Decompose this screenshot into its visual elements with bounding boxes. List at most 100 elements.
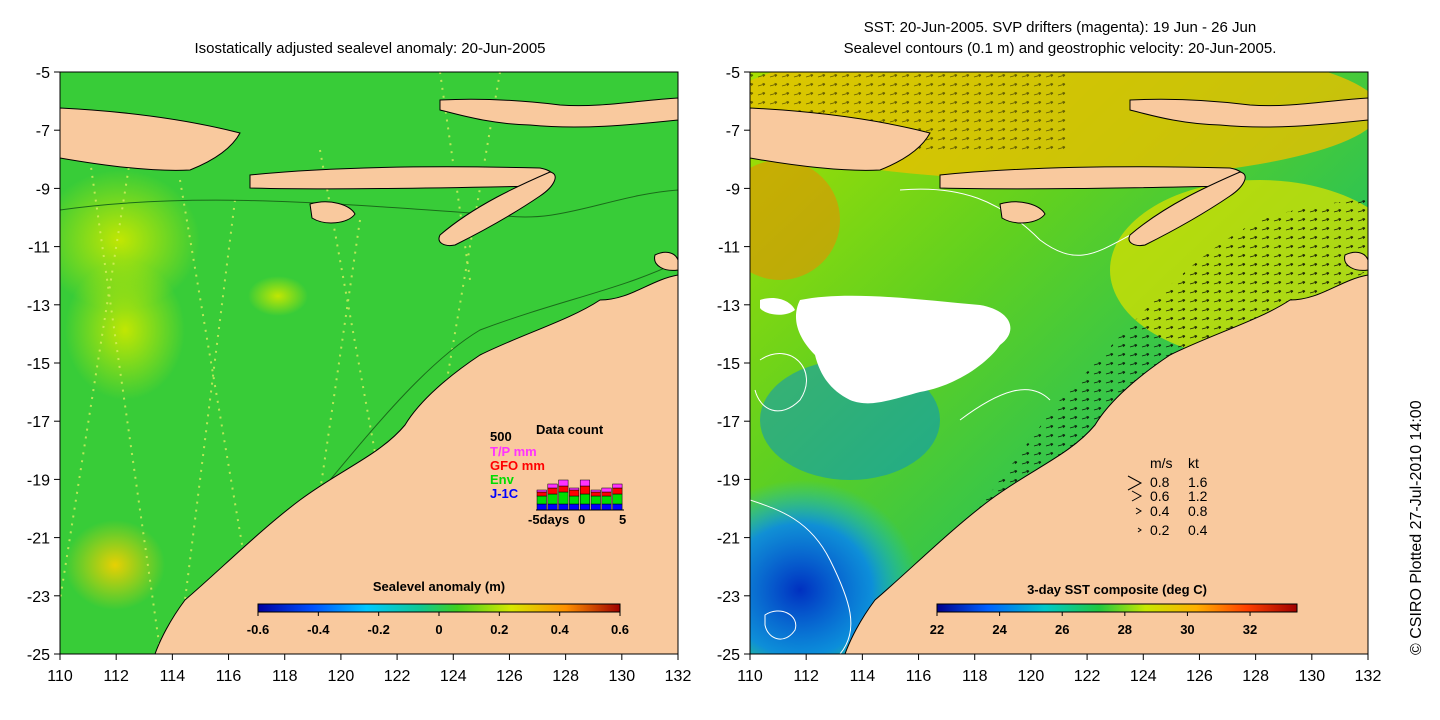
sumba-island — [999, 201, 1046, 224]
left-map-x-tick-label: 130 — [608, 668, 635, 685]
sla-colorbar — [257, 603, 621, 613]
legend-gfo: GFO mm — [490, 458, 545, 473]
data-count-bar — [579, 493, 590, 505]
left-map — [60, 72, 678, 654]
sla-high-anomaly — [65, 260, 185, 400]
left-map-x-tick-label: 116 — [216, 668, 242, 685]
legend-env: Env — [490, 472, 515, 487]
warm-sst-region — [750, 160, 840, 280]
right-map-y-tick-label: -11 — [718, 240, 740, 257]
left-map-y-tick-label: -15 — [27, 356, 50, 373]
sst-colorbar-tick-label: 28 — [1118, 622, 1132, 637]
sla-colorbar-label: Sealevel anomaly (m) — [373, 579, 505, 594]
right-map-x-tick-label: 118 — [962, 668, 988, 685]
sumbawa-flores-landmass — [750, 107, 931, 171]
right-map-x-tick-label: 112 — [793, 668, 819, 685]
data-count-bar — [569, 503, 580, 511]
sla-colorbar-tick-label: 0.2 — [490, 622, 508, 637]
data-count-bar — [590, 491, 601, 497]
sst-colorbar-ticks: 22 24 26 28 30 32 — [930, 612, 1257, 637]
data-count-bar — [579, 503, 590, 511]
left-map-x-tick-label: 124 — [440, 668, 467, 685]
timor-island — [438, 171, 556, 246]
right-map-x-tick-label: 114 — [850, 668, 876, 685]
data-count-bar — [536, 491, 547, 497]
right-map-x-tick-label: 130 — [1298, 668, 1325, 685]
arrow-0.2-icon — [1137, 527, 1142, 533]
right-map-y-tick-label: -21 — [717, 531, 740, 548]
sst-colorbar-tick-label: 30 — [1180, 622, 1194, 637]
data-count-bar — [558, 491, 569, 505]
data-count-bar — [590, 503, 601, 511]
coastal-island — [654, 251, 678, 271]
data-count-title: Data count — [536, 422, 604, 437]
velocity-legend-kt-1: 1.2 — [1188, 488, 1208, 504]
legend-tp: T/P mm — [490, 444, 537, 459]
data-count-bar — [579, 485, 590, 495]
left-map-x-tick-label: 128 — [552, 668, 579, 685]
data-count-x-mid: 0 — [578, 512, 585, 527]
data-count-bar — [590, 495, 601, 505]
left-map-x-tick-label: 112 — [103, 668, 129, 685]
timor-island — [1128, 171, 1246, 246]
sla-colorbar-tick-label: 0.4 — [551, 622, 570, 637]
data-count-bar — [536, 495, 547, 505]
right-map-x-tick-label: 122 — [1074, 668, 1101, 685]
left-map-y-tick-label: -9 — [36, 181, 50, 198]
left-map-y-tick-label: -17 — [27, 414, 50, 431]
left-map-title: Isostatically adjusted sealevel anomaly:… — [194, 40, 546, 57]
right-map-y-tick-label: -13 — [717, 298, 740, 315]
data-count-bar — [558, 485, 569, 493]
velocity-legend-kt-0: 1.6 — [1188, 474, 1208, 490]
left-map-y-tick-label: -5 — [36, 65, 50, 82]
data-count-bar — [601, 503, 612, 511]
data-count-x-left: -5days — [528, 512, 569, 527]
velocity-legend: m/s kt 0.8 1.6 0.6 1.2 0.4 0.8 0.2 0.4 — [1127, 455, 1208, 538]
sealevel-contours — [750, 188, 1141, 654]
sst-colorbar-label: 3-day SST composite (deg C) — [1027, 582, 1207, 597]
data-count-bar — [558, 479, 569, 487]
sla-high-anomaly — [65, 520, 165, 610]
data-count-bar — [612, 503, 623, 511]
left-map-y-tick-label: -13 — [27, 298, 50, 315]
australia-landmass — [844, 274, 1368, 654]
left-map-y-tick-label: -11 — [28, 240, 50, 257]
data-count-bar — [547, 483, 558, 489]
right-map-y-tick-label: -17 — [717, 414, 740, 431]
sla-colorbar-tick-label: 0 — [435, 622, 442, 637]
left-map-y-tick-label: -19 — [27, 472, 50, 489]
data-count-bar — [612, 493, 623, 505]
right-map-y-tick-label: -7 — [726, 123, 740, 140]
left-map-axes: -5 -7 -9 -11 -13 -15 -17 -19 -21 -23 -25 110 112 114 1… — [27, 65, 692, 685]
data-count-bar — [601, 487, 612, 493]
right-map-axes: -5 -7 -9 -11 -13 -15 -17 -19 -21 -23 -25 110 112 114 1… — [717, 65, 1382, 685]
sumba-island — [309, 201, 356, 224]
data-count-bar — [569, 489, 580, 497]
velocity-legend-ms-2: 0.4 — [1150, 503, 1170, 519]
velocity-legend-header-ms: m/s — [1150, 455, 1173, 471]
data-count-bar — [547, 487, 558, 495]
sla-colorbar-tick-label: -0.6 — [247, 622, 269, 637]
data-count-bar — [558, 503, 569, 511]
right-map — [750, 72, 1368, 654]
data-count-bar — [579, 479, 590, 487]
data-count-bar — [612, 483, 623, 489]
sla-high-anomaly — [248, 276, 308, 316]
velocity-legend-ms-0: 0.8 — [1150, 474, 1170, 490]
right-map-x-tick-label: 120 — [1018, 668, 1045, 685]
right-map-y-tick-label: -23 — [717, 589, 740, 606]
right-map-x-tick-label: 116 — [906, 668, 932, 685]
data-count-bars — [536, 479, 623, 511]
data-count-bar — [536, 503, 547, 511]
right-map-x-tick-label: 128 — [1242, 668, 1269, 685]
sst-colorbar-tick-label: 22 — [930, 622, 944, 637]
right-map-y-tick-label: -5 — [726, 65, 740, 82]
cloud-mask — [760, 298, 795, 315]
left-map-x-tick-label: 126 — [496, 668, 523, 685]
left-map-y-tick-label: -21 — [27, 531, 50, 548]
data-count-bar — [569, 487, 580, 491]
arrow-0.8-icon — [1127, 475, 1143, 491]
left-map-x-tick-label: 110 — [47, 668, 73, 685]
sla-colorbar-ticks: -0.6 -0.4 -0.2 0 0.2 0.4 0.6 — [247, 612, 629, 637]
right-map-x-tick-label: 110 — [737, 668, 763, 685]
